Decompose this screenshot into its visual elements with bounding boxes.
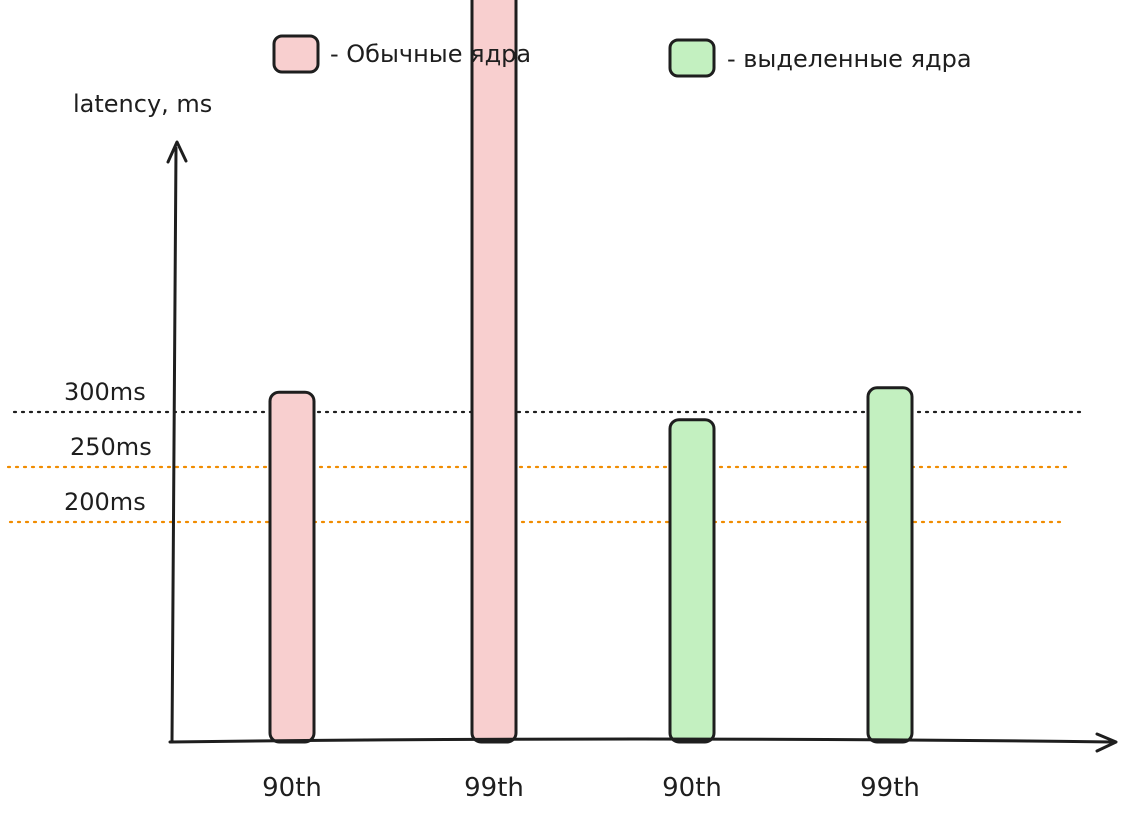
bar-2 bbox=[470, 0, 518, 744]
x-tick-label: 99th bbox=[860, 773, 920, 803]
reference-lines bbox=[6, 410, 1087, 524]
y-axis bbox=[170, 146, 178, 744]
x-axis bbox=[168, 737, 1114, 744]
legend: - Обычные ядра - выделенные ядра bbox=[272, 34, 972, 78]
x-tick-labels: 90th 99th 90th 99th bbox=[262, 773, 920, 803]
legend-swatch bbox=[668, 38, 716, 78]
y-axis-label: latency, ms bbox=[73, 90, 212, 118]
x-tick-label: 99th bbox=[464, 773, 524, 803]
legend-swatch bbox=[272, 34, 320, 74]
bar-4 bbox=[866, 386, 914, 744]
reference-line-label: 300ms bbox=[64, 378, 146, 406]
reference-line-label: 200ms bbox=[64, 488, 146, 516]
legend-label: - Обычные ядра bbox=[330, 40, 531, 68]
axes bbox=[166, 140, 1118, 753]
x-axis-arrowhead bbox=[1095, 732, 1118, 753]
reference-line-labels: 700ms300ms250ms200ms bbox=[64, 378, 152, 516]
bars bbox=[268, 0, 914, 744]
legend-label: - выделенные ядра bbox=[727, 45, 972, 73]
x-tick-label: 90th bbox=[662, 773, 722, 803]
x-tick-label: 90th bbox=[262, 773, 322, 803]
bar-1 bbox=[268, 390, 316, 744]
reference-line-label: 250ms bbox=[70, 433, 152, 461]
y-axis-arrowhead bbox=[166, 140, 188, 164]
bar-3 bbox=[668, 418, 716, 744]
